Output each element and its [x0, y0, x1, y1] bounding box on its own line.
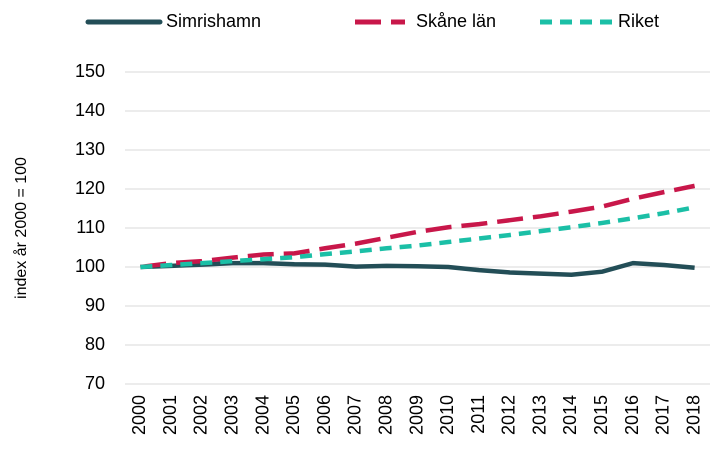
- y-tick-label: 120: [75, 178, 105, 198]
- y-tick-label: 100: [75, 256, 105, 276]
- series-line: [140, 260, 695, 278]
- x-tick-label: 2008: [375, 395, 395, 435]
- x-tick-label: 2011: [468, 395, 488, 434]
- x-tick-label: 2013: [529, 395, 549, 435]
- y-tick-label: 150: [75, 61, 105, 81]
- y-tick-label: 70: [85, 373, 105, 393]
- x-tick-label: 2007: [345, 395, 365, 435]
- series-line: [140, 183, 696, 270]
- x-tick-label: 2010: [437, 395, 457, 435]
- y-tick-label: 80: [85, 334, 105, 354]
- x-tick-label: 2018: [683, 395, 703, 435]
- y-tick-label: 90: [85, 295, 105, 315]
- y-tick-label: 130: [75, 139, 105, 159]
- x-tick-label: 2016: [622, 395, 642, 435]
- y-axis-label: index år 2000 = 100: [12, 157, 30, 299]
- x-tick-label: 2009: [406, 395, 426, 435]
- x-tick-label: 2017: [653, 395, 673, 435]
- x-tick-label: 2002: [191, 395, 211, 435]
- x-tick-label: 2014: [560, 395, 580, 435]
- legend-label: Simrishamn: [166, 11, 261, 31]
- x-tick-label: 2015: [591, 395, 611, 435]
- x-tick-label: 2001: [160, 395, 180, 435]
- x-tick-label: 2012: [499, 395, 519, 435]
- legend-label: Skåne län: [416, 11, 496, 31]
- y-tick-label: 110: [76, 217, 105, 237]
- y-tick-label: 140: [75, 100, 105, 120]
- x-tick-label: 2003: [222, 395, 242, 435]
- legend-label: Riket: [618, 11, 659, 31]
- x-tick-label: 2005: [283, 395, 303, 435]
- series-line: [140, 205, 696, 270]
- x-tick-label: 2004: [252, 395, 272, 435]
- x-tick-label: 2006: [314, 395, 334, 435]
- x-tick-label: 2000: [129, 395, 149, 435]
